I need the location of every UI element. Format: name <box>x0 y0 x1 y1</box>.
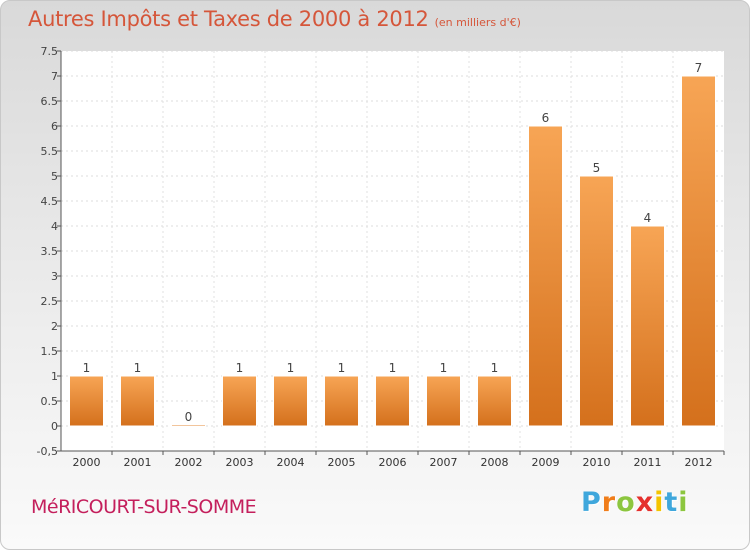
y-tick-label: 6.5 <box>41 95 59 108</box>
y-tick-label: 4 <box>51 220 58 233</box>
data-label-2008: 1 <box>491 361 499 375</box>
bar-2001 <box>120 375 155 427</box>
x-tick-label: 2004 <box>277 456 305 469</box>
bars: 1 1 0 1 1 1 1 1 1 6 5 4 7 <box>69 61 716 427</box>
x-tick-label: 2000 <box>73 456 101 469</box>
commune-name: MéRICOURT-SUR-SOMME <box>31 496 257 518</box>
bar-2006 <box>375 375 410 427</box>
bar-2011 <box>630 225 665 427</box>
x-tick-label: 2002 <box>175 456 203 469</box>
y-tick-label: 5.5 <box>41 145 59 158</box>
x-tick-label: 2008 <box>481 456 509 469</box>
x-tick-label: 2006 <box>379 456 407 469</box>
x-tick-label: 2003 <box>226 456 254 469</box>
logo-letter: x <box>635 487 655 518</box>
y-tick-label: -0,5 <box>37 445 58 458</box>
x-axis: 2000 2001 2002 2003 2004 2005 2006 2007 2008 2009… <box>61 450 725 469</box>
logo-letter: r <box>601 487 617 518</box>
logo-letter: i <box>678 487 689 518</box>
chart-title-text: Autres Impôts et Taxes de 2000 à 2012 <box>28 7 429 31</box>
chart-title: Autres Impôts et Taxes de 2000 à 2012 (en… <box>28 7 521 31</box>
bar-2010 <box>579 175 614 427</box>
x-tick-label: 2001 <box>124 456 152 469</box>
y-tick-label: 4.5 <box>41 195 59 208</box>
data-label-2009: 6 <box>542 111 550 125</box>
y-tick-label: 3 <box>51 270 58 283</box>
data-label-2006: 1 <box>389 361 397 375</box>
y-axis: -0,5 0 0.5 1 1.5 2 2.5 3 3.5 4 4.5 5 5.5 6 6.5 7 7.5 <box>37 45 62 458</box>
data-label-2000: 1 <box>83 361 91 375</box>
data-label-2001: 1 <box>134 361 142 375</box>
logo-letter: P <box>581 487 602 518</box>
logo-letter: i <box>654 487 665 518</box>
data-label-2012: 7 <box>695 61 703 75</box>
data-label-2011: 4 <box>644 211 652 225</box>
chart-subtitle: (en milliers d'€) <box>434 16 521 29</box>
y-tick-label: 2 <box>51 320 58 333</box>
y-tick-label: 1.5 <box>41 345 59 358</box>
y-tick-label: 2.5 <box>41 295 59 308</box>
x-tick-label: 2005 <box>328 456 356 469</box>
x-tick-label: 2010 <box>583 456 611 469</box>
bar-2003 <box>222 375 257 427</box>
bar-2012 <box>681 75 716 427</box>
bar-2004 <box>273 375 308 427</box>
x-tick-label: 2007 <box>430 456 458 469</box>
y-tick-label: 6 <box>51 120 58 133</box>
data-label-2005: 1 <box>338 361 346 375</box>
y-tick-label: 7 <box>51 70 58 83</box>
proxiti-logo: Proxiti <box>581 487 689 518</box>
y-tick-label: 3.5 <box>41 245 59 258</box>
data-label-2002: 0 <box>185 410 193 424</box>
bar-2007 <box>426 375 461 427</box>
y-tick-label: 0 <box>51 420 58 433</box>
bar-2009 <box>528 125 563 427</box>
y-tick-label: 0.5 <box>41 395 59 408</box>
x-tick-label: 2009 <box>532 456 560 469</box>
x-tick-label: 2011 <box>634 456 662 469</box>
data-label-2004: 1 <box>287 361 295 375</box>
bar-2002 <box>171 424 206 427</box>
y-tick-label: 5 <box>51 170 58 183</box>
logo-letter: t <box>664 487 679 518</box>
bar-2008 <box>477 375 512 427</box>
data-label-2003: 1 <box>236 361 244 375</box>
bar-2000 <box>69 375 104 427</box>
bar-2005 <box>324 375 359 427</box>
y-tick-label: 1 <box>51 370 58 383</box>
y-tick-label: 7.5 <box>41 45 59 58</box>
logo-letter: o <box>616 487 636 518</box>
data-label-2010: 5 <box>593 161 601 175</box>
x-tick-label: 2012 <box>685 456 713 469</box>
data-label-2007: 1 <box>440 361 448 375</box>
